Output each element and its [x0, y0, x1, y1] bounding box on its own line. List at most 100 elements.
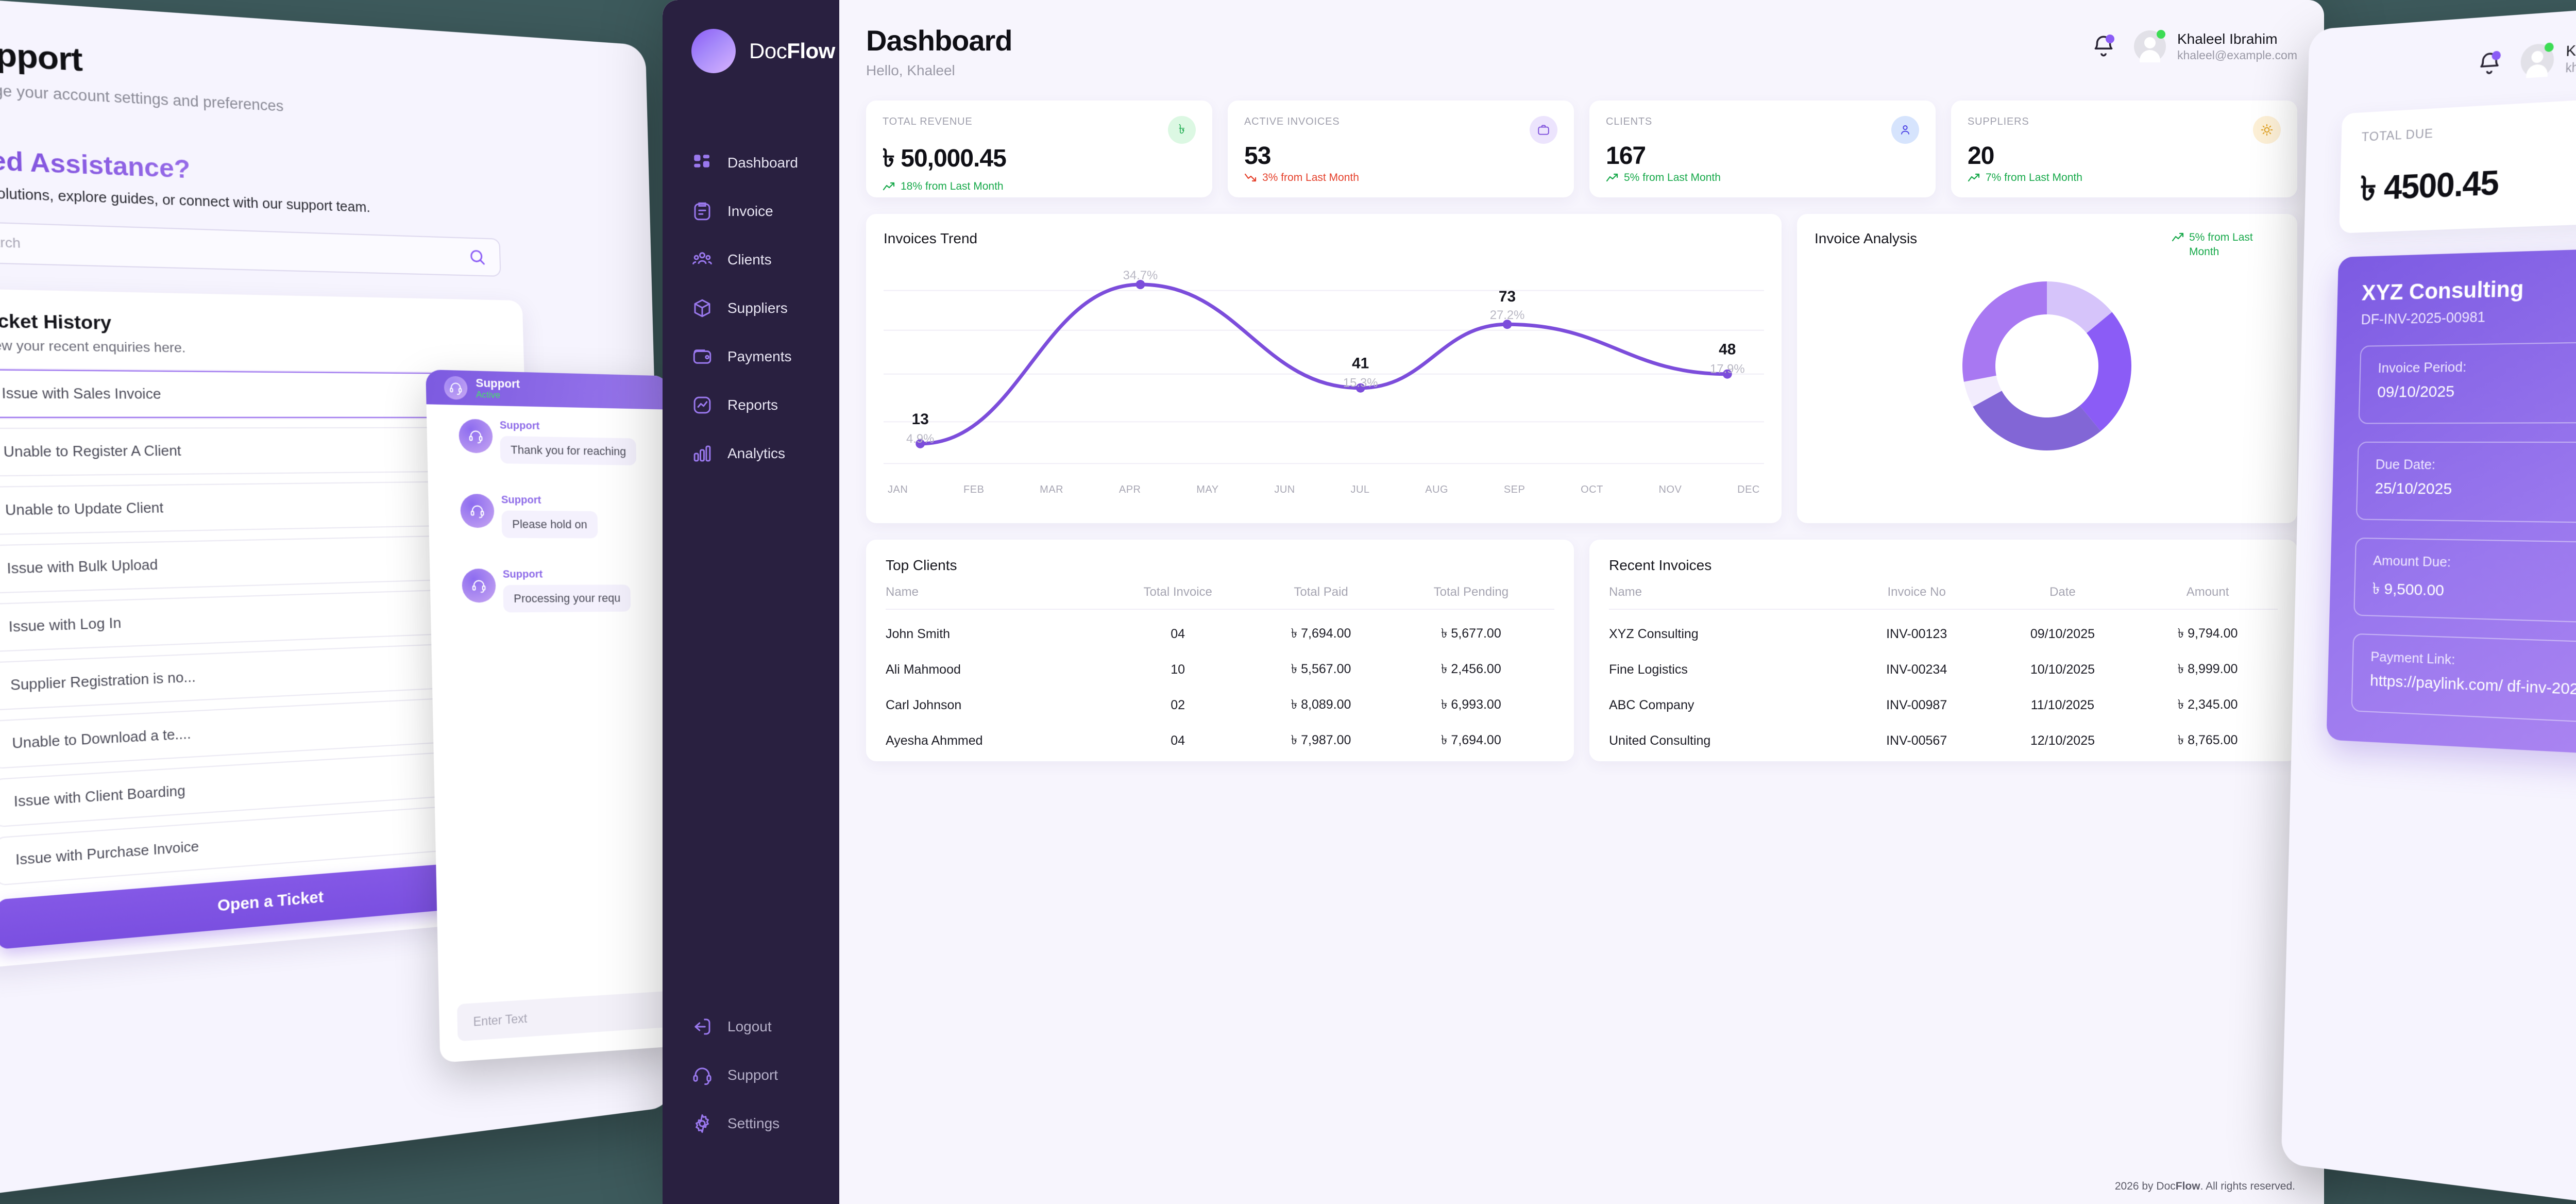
chart-data-point[interactable]: [1136, 280, 1145, 289]
stat-value: 53: [1244, 142, 1557, 170]
month-label: APR: [1119, 484, 1141, 496]
table-row[interactable]: Carl Johnson 02 ৳ 8,089.00 ৳ 6,993.00: [886, 681, 1554, 716]
recent-invoices-title: Recent Invoices: [1609, 557, 2278, 574]
sidebar-item-suppliers[interactable]: Suppliers: [663, 291, 839, 326]
stat-delta-text: 5% from Last Month: [1624, 172, 1721, 184]
table-cell: 10: [1101, 645, 1254, 681]
users-icon: [691, 249, 713, 271]
chat-message: Support Thank you for reaching: [427, 418, 670, 465]
chart-data-point[interactable]: [1356, 383, 1365, 393]
user-icon: [1899, 123, 1912, 137]
invoice-detail-row: Amount Due: ৳ 9,500.00: [2353, 538, 2576, 636]
month-label: AUG: [1425, 484, 1448, 496]
invoice-detail-row: Invoice Period: 09/10/2025: [2359, 335, 2576, 424]
top-clients-card: Top Clients Name Total Invoice Total Paid T…: [866, 540, 1574, 761]
top-clients-table: Name Total Invoice Total Paid Total Pending…: [886, 585, 1554, 752]
table-cell: ৳ 7,694.00: [1254, 609, 1387, 645]
table-row[interactable]: Fine Logistics INV-00234 10/10/2025 ৳ 8,999…: [1609, 645, 2278, 681]
invoices-trend-chart: [884, 250, 1764, 483]
sidebar-item-support[interactable]: Support: [663, 1058, 839, 1093]
table-cell: ৳ 5,677.00: [1388, 609, 1554, 645]
sidebar-item-clients[interactable]: Clients: [663, 242, 839, 277]
sidebar-item-settings[interactable]: Settings: [663, 1106, 839, 1141]
sidebar-item-label: Logout: [727, 1018, 772, 1035]
notifications-bell-button[interactable]: [2091, 34, 2116, 59]
notifications-bell-button[interactable]: [2476, 49, 2503, 78]
table-cell: ABC Company: [1609, 681, 1846, 716]
total-due-card: TOTAL DUE ৳ ৳ 4500.45 5% from Last Month: [2339, 72, 2576, 233]
box-icon: [691, 297, 713, 319]
docflow-logo-icon: [691, 29, 736, 73]
table-cell: John Smith: [886, 609, 1101, 645]
chat-header-name: Support: [476, 376, 520, 391]
avatar: [2520, 43, 2554, 78]
sidebar-item-payments[interactable]: Payments: [663, 339, 839, 374]
table-cell: 10/10/2025: [1988, 645, 2138, 681]
table-row[interactable]: Ali Mahmood 10 ৳ 5,567.00 ৳ 2,456.00: [886, 645, 1554, 681]
footer-rest: . All rights reserved.: [2200, 1180, 2295, 1192]
trend-up-icon: [2172, 232, 2185, 243]
table-row[interactable]: Ayesha Ahmmed 04 ৳ 7,987.00 ৳ 7,694.00: [886, 716, 1554, 752]
recent-invoices-table: Name Invoice No Date Amount XYZ Consulting I…: [1609, 585, 2278, 752]
trend-down-icon: [1244, 173, 1258, 183]
chat-text-input[interactable]: Enter Text: [457, 989, 682, 1041]
table-cell: ৳ 8,089.00: [1254, 681, 1387, 716]
support-search-input[interactable]: Search: [0, 221, 501, 277]
ticket-label: Unable to Update Client: [5, 500, 164, 519]
invoice-analysis-delta: 5% from Last Month: [2172, 230, 2280, 260]
sidebar-item-logout[interactable]: Logout: [663, 1009, 839, 1044]
notification-dot: [2106, 35, 2114, 43]
table-cell: ৳ 5,567.00: [1254, 645, 1387, 681]
invoice-detail-key: Due Date:: [2375, 456, 2452, 473]
month-label: FEB: [963, 484, 984, 496]
user-icon: [1891, 116, 1919, 144]
invoice-preview-card: XYZ Consulting DF-INV-2025-00981 Paid In…: [2326, 234, 2576, 777]
stat-label: TOTAL REVENUE: [883, 116, 973, 128]
table-row[interactable]: John Smith 04 ৳ 7,694.00 ৳ 5,677.00: [886, 609, 1554, 645]
table-row[interactable]: XYZ Consulting INV-00123 09/10/2025 ৳ 9,794…: [1609, 609, 2278, 645]
table-cell: Ayesha Ahmmed: [886, 716, 1101, 752]
chat-message: Support Please hold on: [428, 493, 671, 539]
invoice-detail-row: Due Date: 25/10/2025: [2356, 442, 2576, 529]
chat-message-text: Please hold on: [501, 511, 598, 539]
user-profile-chip[interactable]: Khaleel Ibrahim khaleel@example.com: [2134, 30, 2297, 63]
table-row[interactable]: United Consulting INV-00567 12/10/2025 ৳ 8,…: [1609, 716, 2278, 752]
table-row[interactable]: ABC Company INV-00987 11/10/2025 ৳ 2,345.00: [1609, 681, 2278, 716]
clipboard-icon: [691, 200, 713, 222]
sidebar-item-reports[interactable]: Reports: [663, 388, 839, 423]
wallet-icon: [691, 346, 713, 367]
chart-data-point[interactable]: [1503, 320, 1512, 329]
search-icon: [468, 247, 486, 266]
user-profile-chip[interactable]: Khaleel Ibrahim khaleel@example.com: [2520, 33, 2576, 79]
table-cell: ৳ 8,999.00: [2138, 645, 2278, 681]
recent-invoices-card: Recent Invoices Name Invoice No Date Amount…: [1589, 540, 2297, 761]
invoice-detail-value: 25/10/2025: [2375, 480, 2452, 498]
stat-delta: 3% from Last Month: [1244, 172, 1557, 184]
sidebar-item-label: Clients: [727, 252, 772, 268]
sidebar-item-analytics[interactable]: Analytics: [663, 436, 839, 471]
donut-segment[interactable]: [1973, 391, 2101, 450]
table-cell: ৳ 8,765.00: [2138, 716, 2278, 752]
ticket-label: Supplier Registration is no...: [10, 669, 196, 694]
table-cell: XYZ Consulting: [1609, 609, 1846, 645]
stat-delta-text: 3% from Last Month: [1262, 172, 1359, 184]
stat-card: ACTIVE INVOICES 53 3% from Last Month: [1228, 101, 1574, 197]
invoice-analysis-title: Invoice Analysis: [1815, 230, 1917, 247]
charts-row: Invoices Trend 134.9%9334.7%4115.3%7327.…: [866, 214, 2297, 523]
table-cell: INV-00987: [1846, 681, 1988, 716]
donut-segment[interactable]: [1962, 281, 2047, 382]
chart-data-point[interactable]: [916, 439, 925, 448]
sidebar-item-dashboard[interactable]: Dashboard: [663, 145, 839, 180]
invoice-detail-row: Payment Link: https://paylink.com/ df-inv…: [2351, 633, 2576, 743]
headset-icon: [691, 1064, 713, 1086]
ticket-label: Unable to Download a te....: [12, 726, 191, 752]
trend-up-icon: [883, 181, 896, 192]
chart-data-point[interactable]: [1723, 370, 1732, 379]
briefcase-icon: [1530, 116, 1557, 144]
chat-message-text: Thank you for reaching: [500, 436, 636, 465]
column-header: Total Paid: [1254, 585, 1387, 609]
total-due-label: TOTAL DUE: [2361, 126, 2433, 145]
sidebar-item-invoice[interactable]: Invoice: [663, 194, 839, 229]
gear-icon: [691, 1113, 713, 1134]
brand-name-bold: Flow: [787, 39, 835, 63]
